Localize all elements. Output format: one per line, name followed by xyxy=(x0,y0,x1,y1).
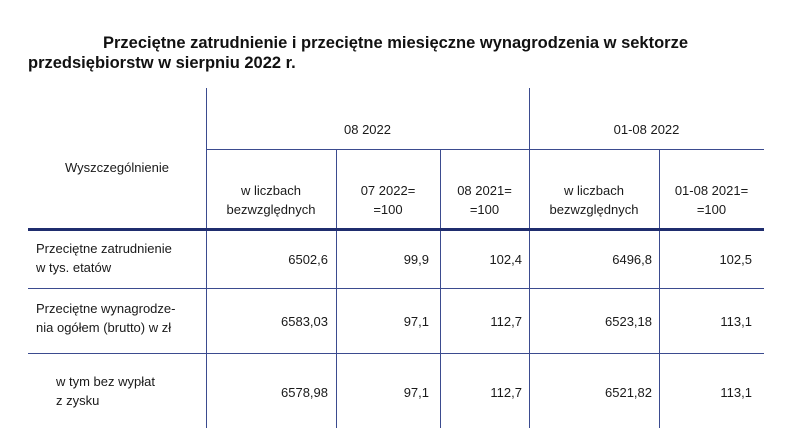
header-bottom-rule xyxy=(28,228,764,231)
subheader-absolute-cumulative: w liczbach bezwzględnych xyxy=(549,183,639,217)
row-label-employment: Przeciętne zatrudnienie w tys. etatów xyxy=(36,241,172,275)
row-header-label: Wyszczególnienie xyxy=(65,160,169,175)
page-title: Przeciętne zatrudnienie i przeciętne mie… xyxy=(28,33,778,73)
title-line-2: przedsiębiorstw w sierpniu 2022 r. xyxy=(28,54,296,72)
subheader-prev-month-index: 07 2022= =100 xyxy=(360,183,416,217)
title-line-1: Przeciętne zatrudnienie i przeciętne mie… xyxy=(103,34,689,52)
group-header-01-08-2022: 01-08 2022 xyxy=(613,122,680,137)
table-cell: 97,1 xyxy=(403,385,429,400)
subheader-prev-year-index: 08 2021= =100 xyxy=(457,183,512,217)
table-cell: 6502,6 xyxy=(288,252,328,267)
column-divider xyxy=(206,88,207,428)
group-header-08-2022: 08 2022 xyxy=(344,122,391,137)
row-divider xyxy=(28,288,764,289)
subheader-absolute: w liczbach bezwzględnych xyxy=(226,183,316,217)
table-cell: 102,4 xyxy=(489,252,522,267)
row-divider xyxy=(28,353,764,354)
table-cell: 6578,98 xyxy=(281,385,328,400)
table-cell: 6523,18 xyxy=(605,314,652,329)
table-cell: 112,7 xyxy=(490,385,522,400)
subheader-cumulative-index: 01-08 2021= =100 xyxy=(674,183,749,217)
table-cell: 6521,82 xyxy=(605,385,652,400)
table-cell: 97,1 xyxy=(403,314,429,329)
table-cell: 113,1 xyxy=(720,314,752,329)
table-cell: 102,5 xyxy=(719,252,752,267)
row-label-wages: Przeciętne wynagrodze- nia ogółem (brutt… xyxy=(36,301,176,335)
table-cell: 113,1 xyxy=(720,385,752,400)
table-cell: 112,7 xyxy=(490,314,522,329)
column-divider xyxy=(529,88,530,428)
row-label-wages-excl-profit: w tym bez wypłat z zysku xyxy=(56,374,155,408)
table-cell: 6583,03 xyxy=(281,314,328,329)
header-divider xyxy=(206,149,764,150)
table-cell: 99,9 xyxy=(403,252,429,267)
table-cell: 6496,8 xyxy=(612,252,652,267)
